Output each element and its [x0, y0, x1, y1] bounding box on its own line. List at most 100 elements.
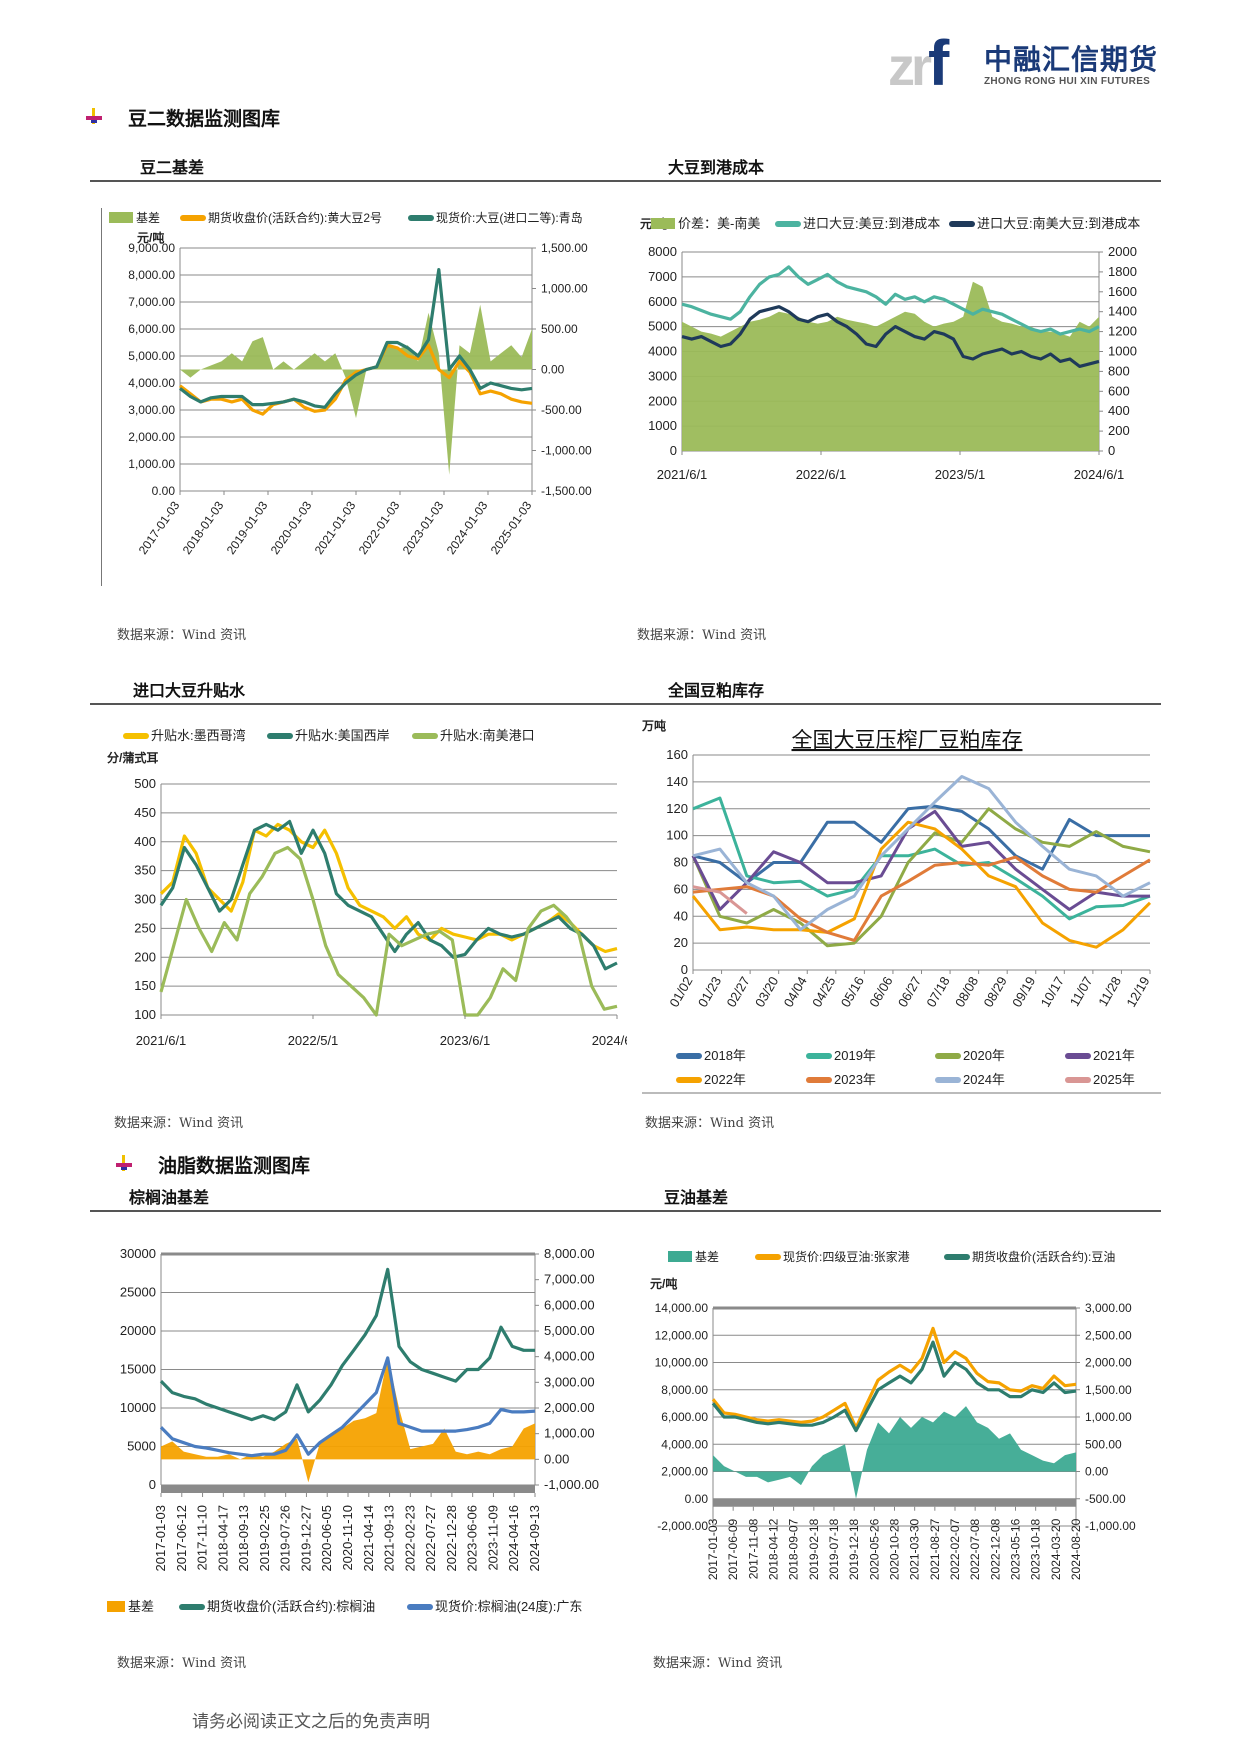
y-left-tick-label: 0.00 [685, 1492, 709, 1506]
legend-swatch [935, 1077, 961, 1083]
y-right-tick-label: 0.00 [1085, 1465, 1109, 1479]
x-tick-label: 2017-11-10 [195, 1505, 210, 1571]
y-left-tick-label: 15000 [120, 1362, 156, 1377]
chart-soymeal-inventory: 0 20 40 60 80 100 120 140 160 01/02 01/23 02/27 03/2… [642, 718, 1161, 1094]
y-right-tick-label: 1600 [1108, 284, 1137, 299]
y-left-tick-label: 6000 [648, 294, 677, 309]
x-axis-band [161, 1485, 535, 1493]
legend-swatch [180, 215, 206, 221]
series-line-2 [159, 845, 618, 1017]
legend-label: 2019年 [834, 1048, 876, 1063]
y-left-tick-label: 4,000.00 [661, 1437, 708, 1451]
x-tick-label: 2018-04-17 [215, 1505, 230, 1572]
y-left-tick-label: 150 [134, 978, 156, 993]
y-left-tick-label: 2,000.00 [661, 1465, 708, 1479]
series-line-4 [691, 820, 1152, 949]
y-right-tick-label: 2,000.00 [544, 1400, 595, 1415]
x-tick-label: 2022-02-23 [402, 1505, 417, 1572]
y-left-tick-label: 60 [674, 881, 688, 896]
y-right-tick-label: 1,000.00 [544, 1426, 595, 1441]
unit-label: 元/吨 [650, 1276, 677, 1291]
x-tick-label: 2024-09-13 [527, 1505, 542, 1572]
panel-title-soymeal-inventory: 全国豆粕库存 [668, 681, 765, 700]
legend-item: 现货价:棕榈油(24度):广东 [407, 1599, 582, 1614]
disclaimer-footer: 请务必阅读正文之后的免责声明 [192, 1712, 430, 1732]
y-left-tick-label: 1,000.00 [128, 457, 175, 471]
x-tick-label: 2020-05-26 [867, 1518, 881, 1580]
y-left-tick-label: 500 [134, 776, 156, 791]
legend-swatch [107, 1601, 125, 1612]
x-tick-label: 12/19 [1123, 974, 1152, 1010]
y-right-tick-label: 400 [1108, 403, 1130, 418]
y-left-tick-label: 6,000.00 [128, 322, 175, 336]
x-tick-label: 2023-10-18 [1029, 1518, 1043, 1580]
x-tick-label: 2023-11-09 [485, 1505, 500, 1571]
x-tick-label: 2017-11-08 [746, 1518, 760, 1579]
x-tick-label: 01/02 [666, 974, 695, 1010]
y-right-tick-label: 0.00 [541, 363, 565, 377]
x-tick-label: 02/27 [723, 974, 752, 1010]
x-tick-label: 2022-07-08 [968, 1518, 982, 1580]
panel-title-palm-oil-basis: 棕榈油基差 [129, 1188, 210, 1207]
series-area-0 [682, 281, 1099, 451]
legend-item: 2021年 [1065, 1048, 1135, 1063]
series-line-1 [179, 343, 533, 416]
section-bullet-icon [116, 1155, 132, 1173]
x-tick-label: 2024/6/1 [1074, 467, 1125, 482]
legend-item: 期货收盘价(活跃合约):黄大豆2号 [180, 210, 382, 225]
legend-swatch [755, 1254, 781, 1260]
logo-company-name: 中融汇信期货 [984, 43, 1159, 76]
x-tick-label: 2024-01-03 [444, 498, 491, 557]
series-line-0 [159, 822, 618, 954]
series-area-0 [180, 304, 532, 475]
legend-swatch [179, 1604, 205, 1610]
y-left-tick-label: 10,000.00 [655, 1356, 709, 1370]
x-tick-label: 2025-01-03 [488, 498, 535, 557]
x-tick-label: 2020-10-28 [888, 1518, 902, 1580]
x-tick-label: 2017-01-03 [136, 498, 183, 557]
y-left-tick-label: 4000 [648, 344, 677, 359]
x-tick-label: 2023-06-06 [465, 1505, 480, 1572]
legend-swatch [676, 1077, 702, 1083]
divider [90, 180, 1161, 182]
legend-item: 价差：美-南美 [651, 216, 760, 231]
legend-swatch [109, 212, 133, 223]
y-right-tick-label: 1400 [1108, 304, 1137, 319]
legend-label: 2022年 [704, 1072, 746, 1087]
y-right-tick-label: 600 [1108, 383, 1130, 398]
source-note: 数据来源：Wind 资讯 [645, 1116, 775, 1131]
y-left-tick-label: 2000 [648, 393, 677, 408]
x-tick-label: 2018-09-13 [236, 1505, 251, 1572]
x-tick-label: 10/17 [1038, 974, 1067, 1010]
series-line-0 [692, 804, 1150, 885]
x-tick-label: 2017-06-12 [174, 1505, 189, 1572]
section-title-oils: 油脂数据监测图库 [158, 1155, 311, 1177]
y-left-tick-label: 0.00 [152, 484, 176, 498]
x-tick-label: 2022-01-03 [356, 498, 403, 557]
legend-item: 2020年 [935, 1048, 1005, 1063]
y-left-tick-label: 160 [666, 747, 688, 762]
legend-swatch [775, 221, 801, 227]
y-right-tick-label: 4,000.00 [544, 1349, 595, 1364]
x-tick-label: 2021-09-13 [382, 1505, 397, 1572]
x-tick-label: 06/27 [895, 974, 924, 1010]
y-left-tick-label: 7,000.00 [128, 295, 175, 309]
legend-label: 2020年 [963, 1048, 1005, 1063]
y-left-tick-label: 0 [149, 1477, 156, 1492]
y-right-tick-label: 800 [1108, 363, 1130, 378]
y-left-tick-label: 20 [674, 935, 688, 950]
series-line-1 [711, 1326, 1077, 1430]
legend-swatch [1065, 1053, 1091, 1059]
panel-title-import-soybean-premium: 进口大豆升贴水 [133, 681, 246, 700]
y-right-tick-label: 1000 [1108, 344, 1137, 359]
series-line-2 [711, 1340, 1077, 1433]
logo-mark: zrf [888, 27, 949, 99]
series-line-1 [159, 1267, 535, 1422]
y-left-tick-label: 3,000.00 [128, 403, 175, 417]
x-tick-label: 04/04 [781, 974, 810, 1010]
y-right-tick-label: 2,500.00 [1085, 1328, 1132, 1342]
divider [90, 703, 1161, 705]
x-tick-label: 2019-02-18 [807, 1518, 821, 1580]
panel-title-soybean-arrival-cost: 大豆到港成本 [668, 158, 765, 177]
legend-item: 现货价:四级豆油:张家港 [755, 1249, 910, 1264]
